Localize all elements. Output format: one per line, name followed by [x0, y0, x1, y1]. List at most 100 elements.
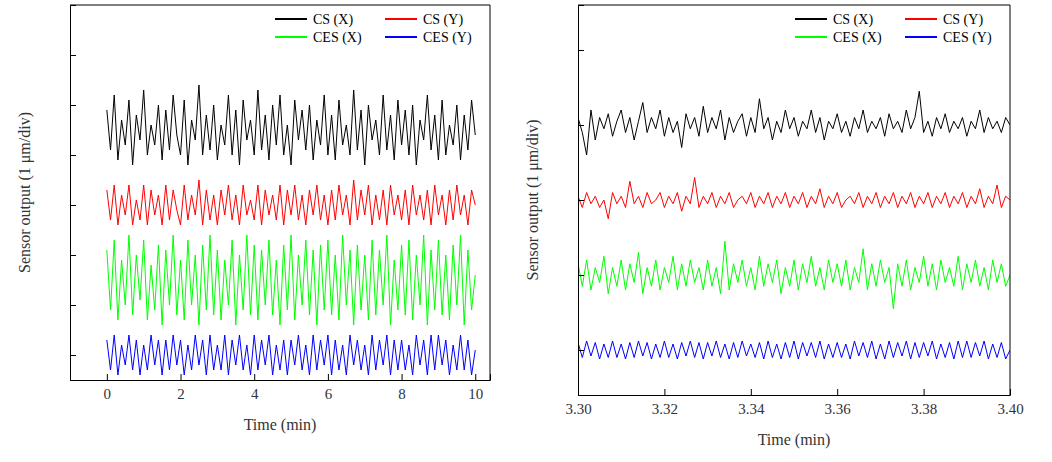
x-tick: 3.40 [997, 389, 1023, 417]
y-tick [70, 55, 76, 56]
legend-item: CS (X) [275, 12, 353, 28]
y-tick-mark [578, 200, 584, 201]
frame [578, 5, 1010, 6]
legend-swatch [905, 36, 937, 38]
x-tick-mark [475, 374, 476, 380]
legend-label: CES (Y) [423, 30, 472, 46]
x-tick: 3.38 [911, 389, 937, 417]
y-tick-mark [70, 155, 76, 156]
y-tick [70, 255, 76, 256]
panel: 3.30 3.32 3.34 3.36 3.38 3.40 Time (min) Sensor… [524, 5, 1024, 449]
y-axis [70, 6, 76, 381]
x-tick-label: 3.30 [565, 401, 591, 417]
x-tick-mark [402, 374, 403, 380]
y-tick [578, 50, 584, 51]
x-axis-title: Time (min) [758, 431, 831, 449]
y-tick [578, 350, 584, 351]
y-tick-mark [70, 205, 76, 206]
series-line [107, 335, 475, 375]
series-line [107, 85, 475, 165]
x-tick-label: 8 [398, 386, 406, 402]
legend-swatch [385, 18, 417, 20]
legend-item: CES (Y) [385, 30, 472, 46]
x-axis: 0 2 4 6 8 10 [71, 374, 491, 402]
y-tick-mark [578, 50, 584, 51]
x-tick: 2 [177, 374, 185, 402]
y-axis-title: Sensor output (1 μm/div) [16, 112, 34, 273]
legend-label: CES (X) [833, 30, 882, 46]
y-tick-mark [578, 350, 584, 351]
legend-label: CS (X) [313, 12, 353, 28]
x-tick-mark [328, 374, 329, 380]
series-line [107, 180, 475, 225]
x-tick: 0 [104, 374, 112, 402]
plot-area [107, 85, 475, 375]
y-tick [578, 275, 584, 276]
legend-item: CS (X) [795, 12, 873, 28]
legend: CS (X) CS (Y) CES (X) CES (Y) [275, 12, 472, 46]
series-line [578, 91, 1010, 155]
legend-item: CS (Y) [905, 12, 983, 28]
legend-label: CES (Y) [943, 30, 992, 46]
x-tick-mark [837, 389, 838, 395]
series-line [107, 235, 475, 325]
y-tick-mark [70, 255, 76, 256]
series-line [578, 341, 1010, 359]
x-tick-label: 3.36 [825, 401, 852, 417]
x-axis-title: Time (min) [244, 416, 317, 434]
legend-item: CES (X) [275, 30, 362, 46]
legend-label: CES (X) [313, 30, 362, 46]
legend-label: CS (Y) [423, 12, 463, 28]
x-tick-label: 3.34 [738, 401, 765, 417]
y-axis [578, 6, 584, 396]
legend-item: CS (Y) [385, 12, 463, 28]
x-tick-label: 2 [177, 386, 185, 402]
y-tick-mark [70, 305, 76, 306]
legend-label: CS (Y) [943, 12, 983, 28]
x-tick-mark [1010, 389, 1011, 395]
x-tick-mark [664, 389, 665, 395]
legend-swatch [795, 36, 827, 38]
x-tick-label: 6 [325, 386, 333, 402]
y-axis-title: Sensor output (1 μm/div) [524, 119, 542, 280]
legend-swatch [275, 36, 307, 38]
y-tick-mark [578, 275, 584, 276]
y-tick [70, 355, 76, 356]
x-tick-mark [254, 374, 255, 380]
x-tick: 3.34 [738, 389, 765, 417]
x-tick-label: 3.38 [911, 401, 937, 417]
x-axis: 3.30 3.32 3.34 3.36 3.38 3.40 [565, 389, 1023, 417]
x-tick-mark [751, 389, 752, 395]
x-tick: 4 [251, 374, 259, 402]
y-tick-mark [70, 55, 76, 56]
chart-canvas: 0 2 4 6 8 10 Time (min) Sensor output (1 μm/div… [0, 0, 1052, 462]
y-axis-line [579, 6, 585, 396]
y-tick [578, 200, 584, 201]
x-tick: 8 [398, 374, 406, 402]
x-tick-mark [181, 374, 182, 380]
x-tick-label: 3.40 [997, 401, 1023, 417]
x-tick-label: 4 [251, 386, 259, 402]
series-line [578, 241, 1010, 309]
frame [490, 5, 491, 380]
x-tick-label: 0 [104, 386, 112, 402]
plot-area [578, 91, 1010, 359]
legend-swatch [385, 36, 417, 38]
frame [1010, 5, 1011, 395]
legend-item: CES (X) [795, 30, 882, 46]
x-axis-line [579, 389, 1011, 396]
y-tick [70, 305, 76, 306]
y-axis-line [71, 6, 77, 381]
x-tick-label: 10 [468, 386, 483, 402]
x-axis-line [71, 374, 491, 381]
x-tick: 10 [468, 374, 483, 402]
y-tick [578, 125, 584, 126]
x-tick: 3.32 [652, 389, 678, 417]
legend-swatch [905, 18, 937, 20]
legend-label: CS (X) [833, 12, 873, 28]
series-line [578, 178, 1010, 219]
y-tick [70, 105, 76, 106]
x-tick: 6 [325, 374, 333, 402]
y-tick [70, 155, 76, 156]
y-tick-mark [70, 355, 76, 356]
